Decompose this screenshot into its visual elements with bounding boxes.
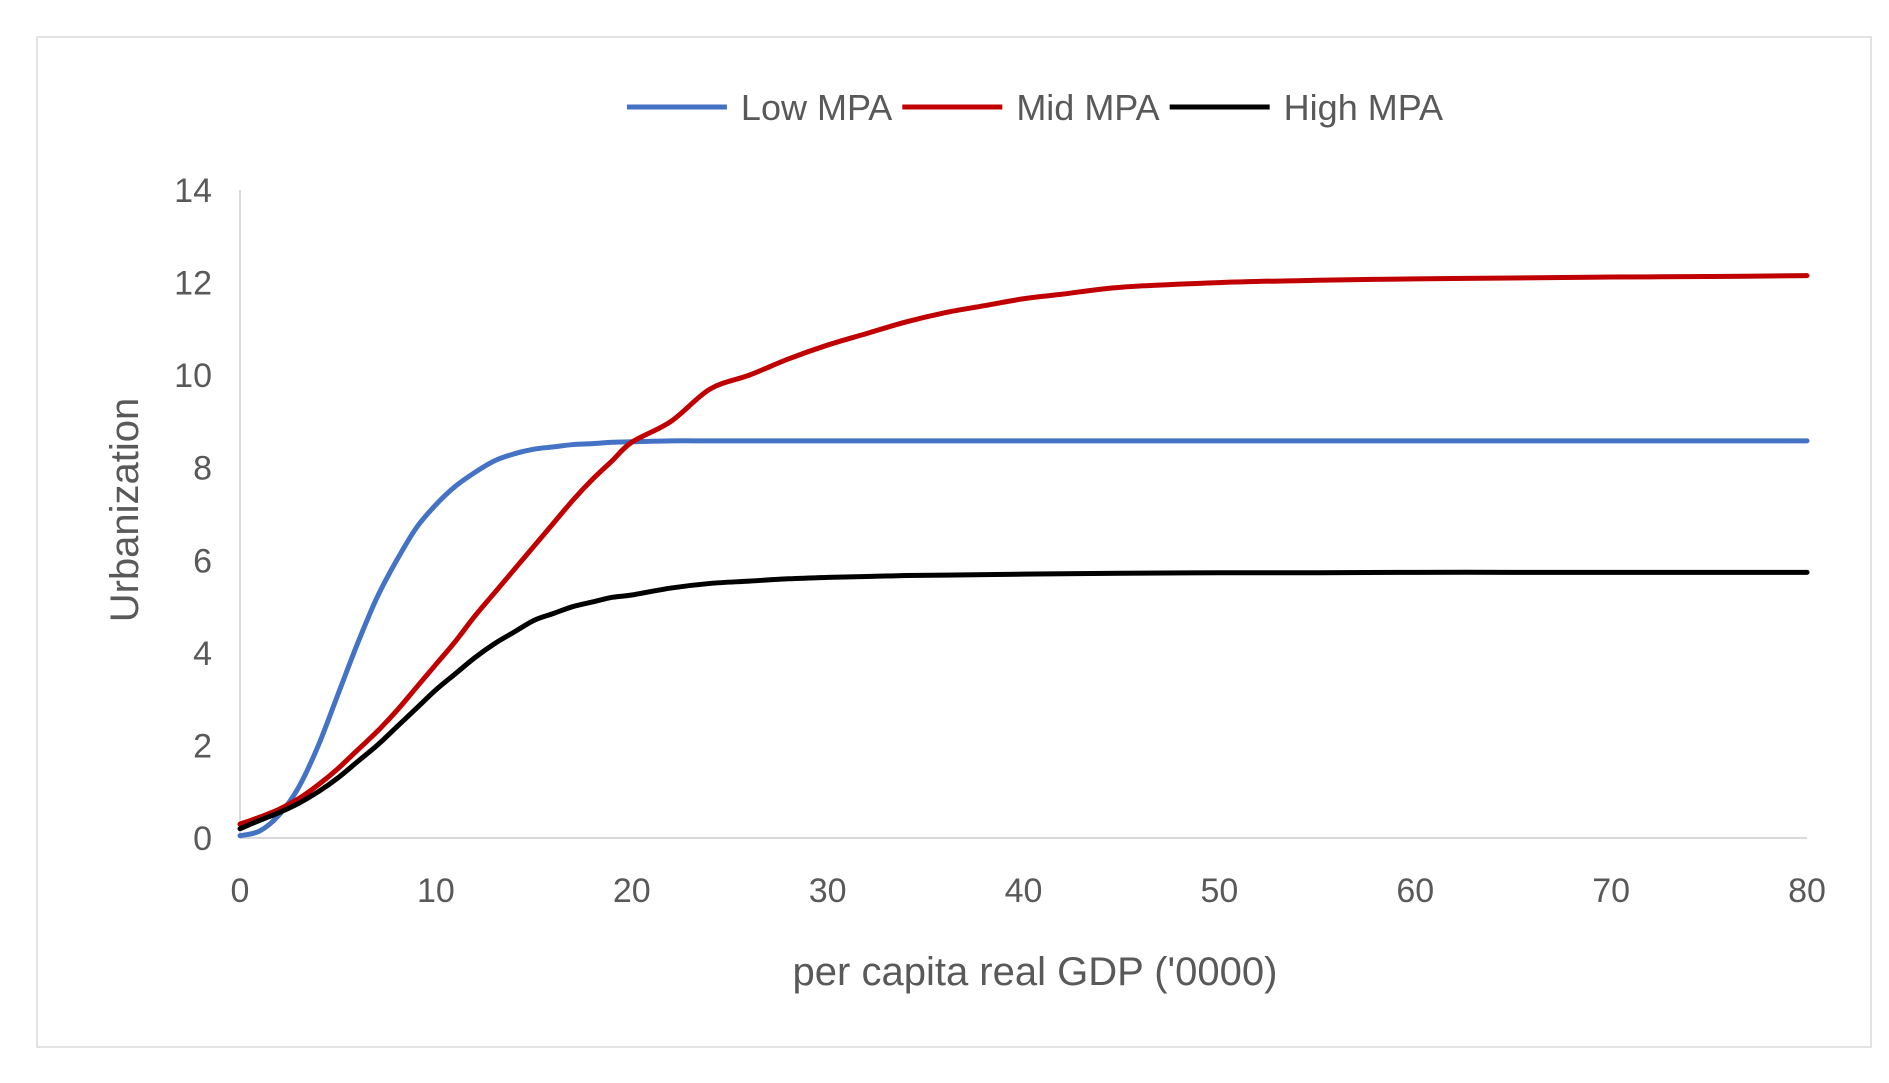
- series-line-high-mpa: [237, 569, 1810, 832]
- series-line-mid-mpa: [237, 273, 1810, 827]
- x-tick-label: 60: [1396, 872, 1434, 910]
- x-tick-label: 40: [1005, 872, 1043, 910]
- legend-label-high-mpa: High MPA: [1284, 87, 1443, 128]
- series-group: [237, 273, 1810, 839]
- chart-frame: [36, 36, 1872, 1048]
- legend-label-mid-mpa: Mid MPA: [1016, 87, 1159, 128]
- series-line-low-mpa: [237, 438, 1810, 839]
- y-axis-title: Urbanization: [103, 398, 147, 623]
- x-tick-label: 0: [231, 872, 250, 910]
- x-tick-label: 30: [809, 872, 847, 910]
- y-tick-label: 14: [174, 172, 212, 210]
- y-tick-label: 0: [193, 820, 212, 858]
- x-tick-label: 50: [1200, 872, 1238, 910]
- legend-item-high-mpa: High MPA: [1169, 87, 1443, 128]
- x-tick-label: 70: [1592, 872, 1630, 910]
- x-axis-ticks: 0 10 20 30 40 50 60 70 80: [231, 872, 1826, 910]
- y-tick-label: 4: [193, 635, 212, 673]
- legend-item-mid-mpa: Mid MPA: [902, 87, 1160, 128]
- y-tick-label: 6: [193, 542, 212, 580]
- y-tick-label: 12: [174, 265, 212, 303]
- y-tick-label: 10: [174, 357, 212, 395]
- x-tick-label: 10: [417, 872, 455, 910]
- x-tick-label: 20: [613, 872, 651, 910]
- legend-item-low-mpa: Low MPA: [626, 87, 892, 128]
- legend: Low MPA Mid MPA High MPA: [626, 87, 1443, 128]
- legend-label-low-mpa: Low MPA: [741, 87, 892, 128]
- y-tick-label: 8: [193, 450, 212, 488]
- y-axis-ticks: 0 2 4 6 8 10 12 14: [174, 172, 212, 858]
- x-tick-label: 80: [1788, 872, 1826, 910]
- x-axis-title: per capita real GDP ('0000): [793, 950, 1278, 994]
- y-tick-label: 2: [193, 727, 212, 765]
